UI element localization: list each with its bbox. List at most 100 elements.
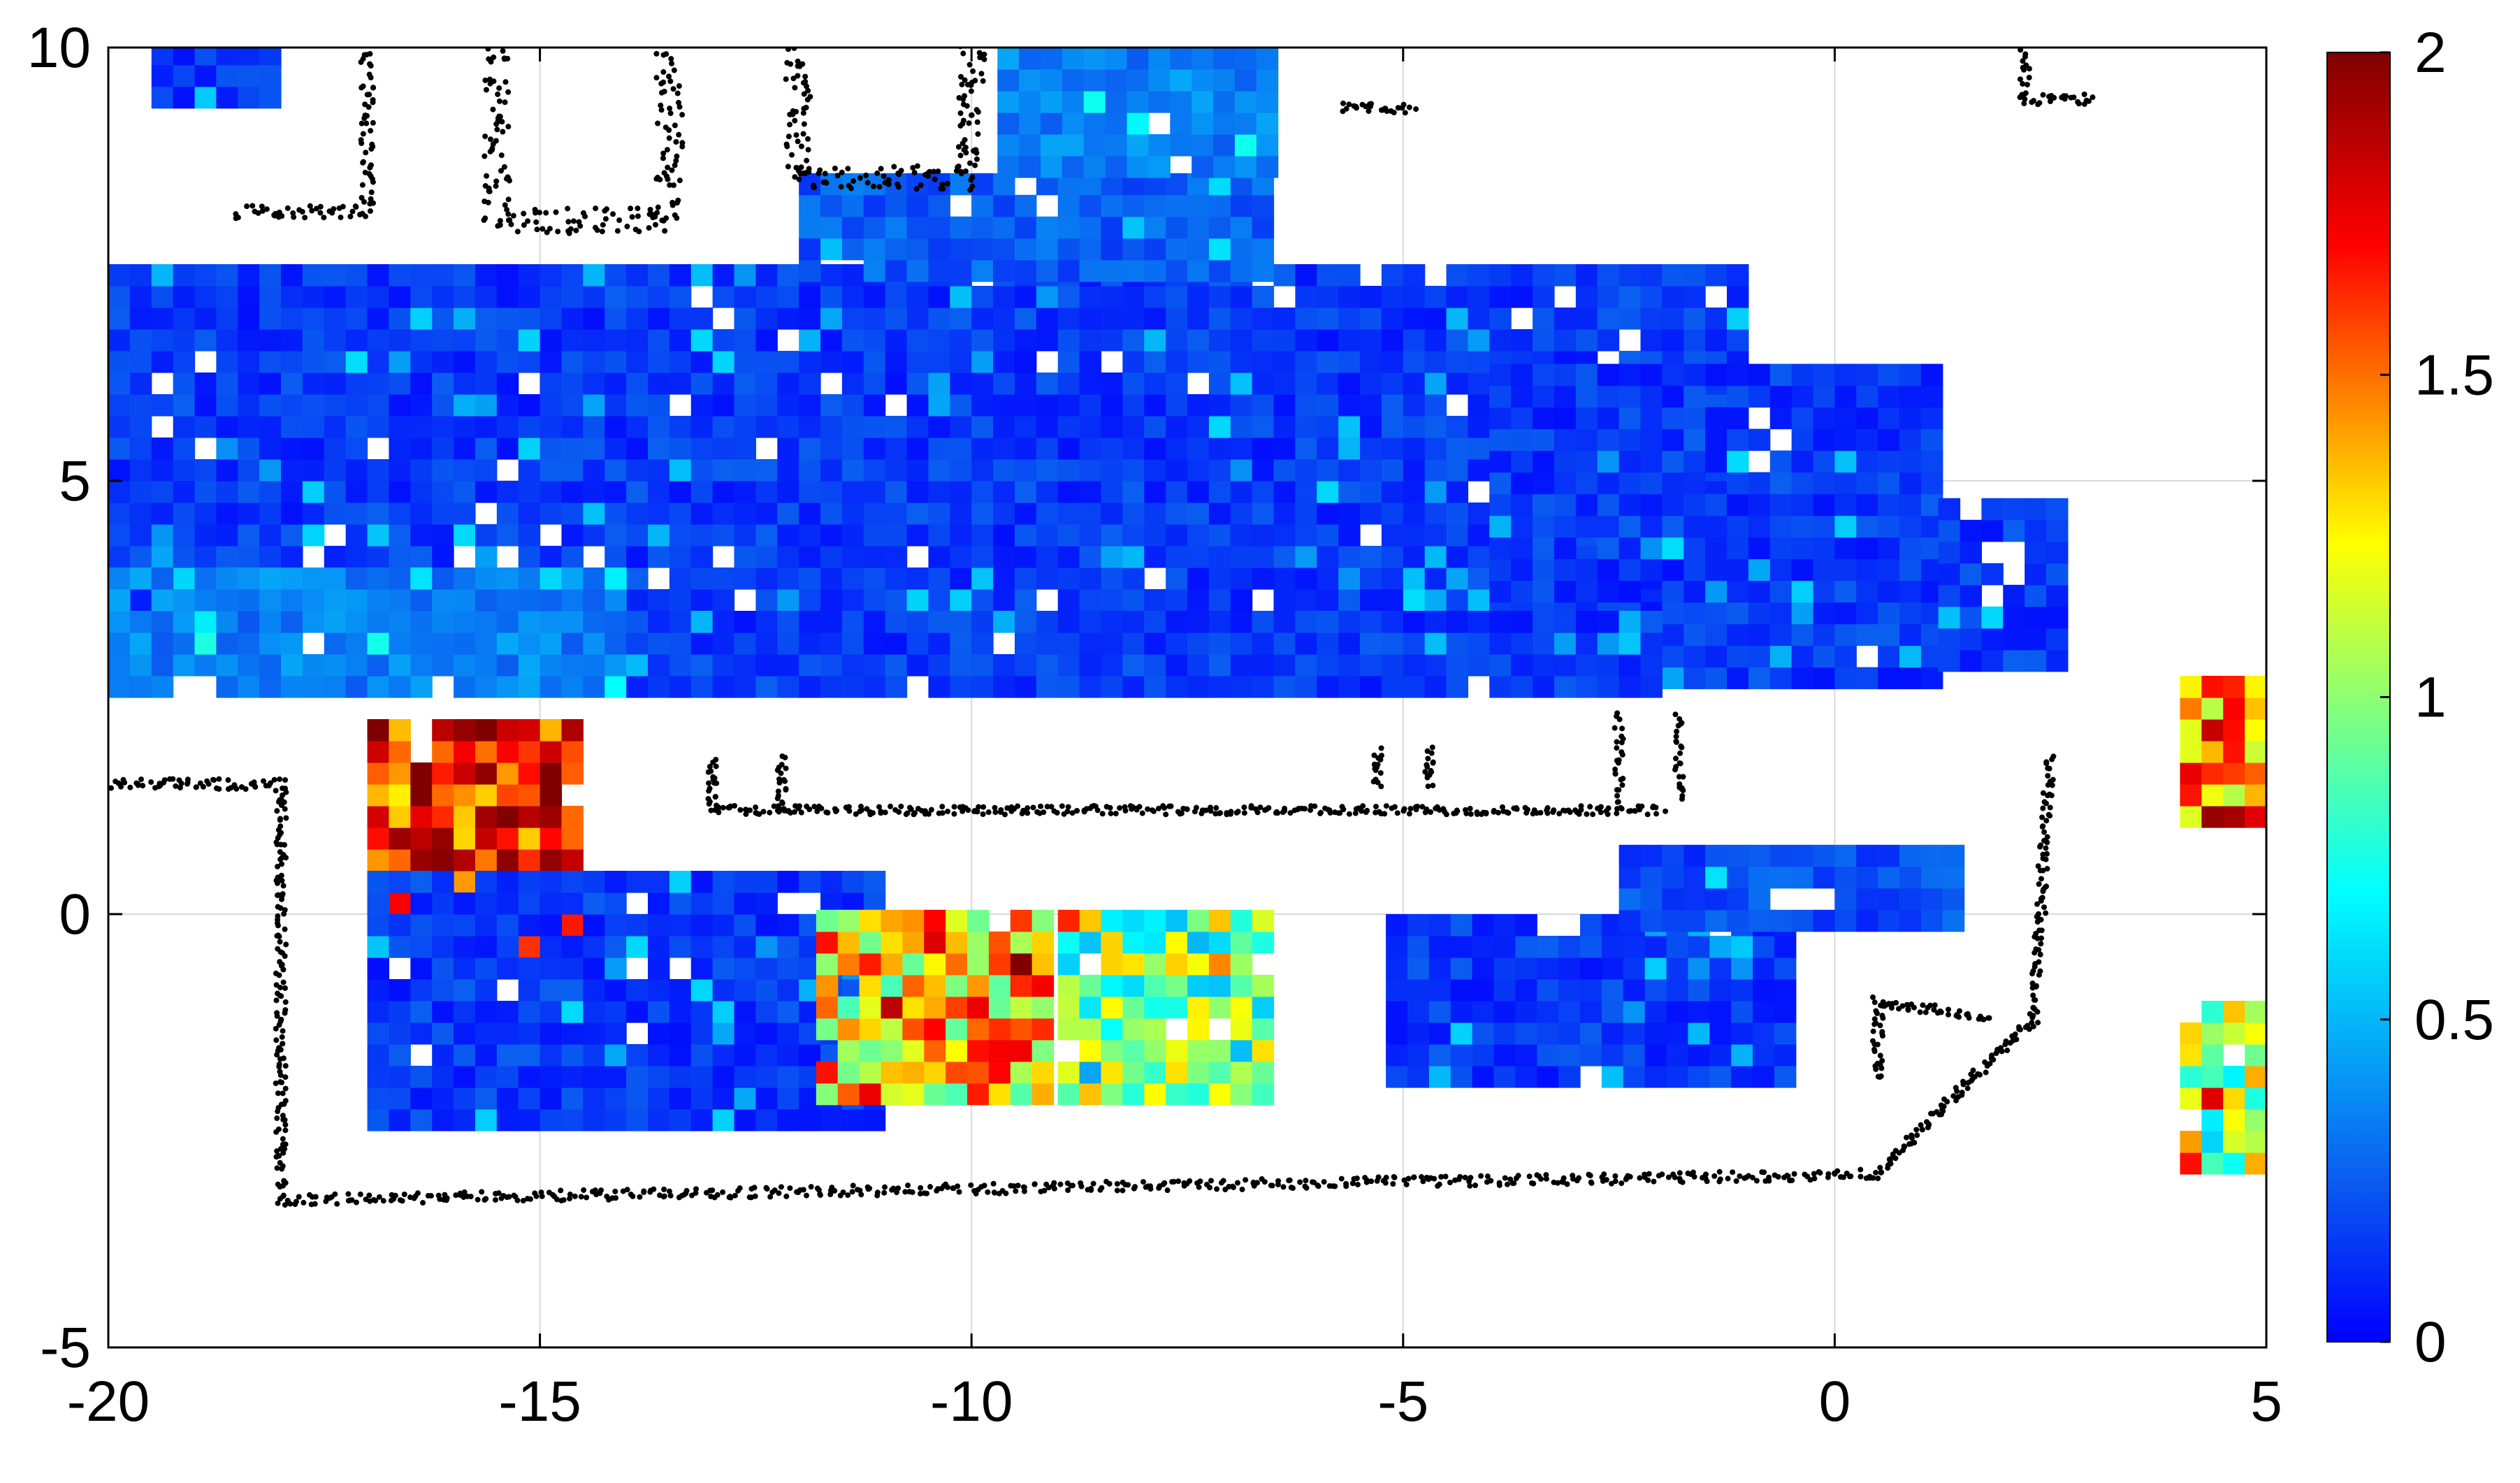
heatmap-cell [410, 416, 433, 438]
scan-point [1870, 1175, 1876, 1181]
scan-point [485, 199, 491, 205]
heatmap-cell [1748, 537, 1771, 560]
heatmap-cell [924, 1083, 946, 1106]
scan-point [510, 212, 516, 219]
heatmap-cell [367, 676, 390, 698]
heatmap-cell [777, 1087, 799, 1110]
scan-point [277, 949, 284, 955]
scan-point [2037, 968, 2043, 974]
heatmap-cell [993, 567, 1015, 590]
heatmap-cell [2201, 784, 2224, 806]
scan-point [660, 155, 666, 161]
scan-point [501, 55, 507, 62]
heatmap-cell [626, 914, 649, 936]
scan-point [972, 147, 978, 153]
heatmap-cell [1834, 623, 1857, 646]
scan-point [279, 896, 285, 902]
heatmap-cell [1166, 502, 1188, 525]
scan-point [904, 810, 911, 816]
heatmap-cell [1683, 558, 1706, 581]
scan-point [655, 120, 661, 126]
heatmap-cell [755, 394, 778, 417]
heatmap-cell [1230, 1018, 1253, 1041]
scan-point [1371, 752, 1377, 758]
heatmap-cell [777, 286, 799, 308]
heatmap-cell [1640, 676, 1663, 698]
heatmap-cell [734, 394, 756, 417]
heatmap-cell [1753, 1022, 1775, 1045]
heatmap-cell [389, 329, 411, 352]
heatmap-cell [971, 567, 994, 590]
heatmap-cell [1122, 996, 1145, 1019]
heatmap-cell [1446, 524, 1469, 547]
heatmap-cell [820, 481, 843, 503]
heatmap-cell [1230, 611, 1253, 633]
heatmap-cell [518, 459, 541, 482]
heatmap-cell [1662, 888, 1684, 911]
heatmap-cell [906, 286, 929, 308]
heatmap-cell [410, 329, 433, 352]
heatmap-cell [1338, 481, 1361, 503]
heatmap-cell [734, 979, 756, 1001]
heatmap-cell [993, 589, 1015, 612]
scan-point [790, 75, 797, 82]
heatmap-cell [950, 351, 972, 373]
heatmap-cell [902, 931, 925, 954]
scan-point [1888, 1161, 1894, 1167]
heatmap-cell [1558, 1001, 1581, 1023]
scan-point [910, 165, 916, 171]
heatmap-cell [238, 524, 260, 547]
scan-point [1069, 1182, 1076, 1189]
heatmap-cell [1662, 602, 1684, 625]
heatmap-cell [1981, 498, 2004, 521]
heatmap-cell [173, 264, 196, 287]
heatmap-cell [648, 459, 670, 482]
heatmap-cell [540, 286, 563, 308]
heatmap-cell [108, 308, 131, 330]
heatmap-cell [1511, 632, 1533, 655]
scan-point [502, 99, 508, 106]
heatmap-cell [777, 676, 799, 698]
heatmap-cell [173, 654, 196, 677]
scan-point [500, 129, 506, 135]
scan-point [1430, 760, 1436, 766]
heatmap-cell [583, 914, 605, 936]
scan-point [635, 205, 641, 212]
scan-point [1608, 1180, 1614, 1187]
heatmap-cell [1122, 351, 1145, 373]
scan-point [1784, 1173, 1790, 1179]
scan-point [2037, 844, 2043, 850]
heatmap-cell [859, 996, 882, 1019]
heatmap-cell [2003, 628, 2025, 651]
heatmap-cell [1057, 481, 1080, 503]
heatmap-cell [755, 351, 778, 373]
heatmap-cell [928, 372, 950, 395]
scan-point [660, 79, 667, 85]
heatmap-cell [281, 459, 303, 482]
heatmap-cell [1511, 407, 1533, 430]
scan-point [676, 83, 682, 89]
scan-point [763, 1185, 769, 1191]
heatmap-cell [755, 481, 778, 503]
heatmap-cell [1705, 363, 1728, 386]
heatmap-cell [2201, 719, 2224, 742]
heatmap-cell [1683, 667, 1706, 690]
scan-point [2032, 950, 2038, 956]
heatmap-cell [389, 264, 411, 287]
heatmap-cell [1554, 654, 1577, 677]
scan-point [1909, 1135, 1915, 1141]
heatmap-cell [1057, 1061, 1080, 1084]
heatmap-cell [1122, 194, 1145, 217]
heatmap-cell [1208, 394, 1231, 417]
scan-point [756, 811, 762, 817]
heatmap-cell [432, 481, 454, 503]
scan-point [1280, 1184, 1287, 1190]
heatmap-cell [1683, 329, 1706, 352]
heatmap-cell [389, 524, 411, 547]
scan-point [795, 58, 801, 64]
scan-point [482, 133, 488, 140]
heatmap-cell [561, 1022, 584, 1045]
heatmap-cell [1208, 611, 1231, 633]
heatmap-cell [734, 1022, 756, 1045]
scan-point [345, 1191, 352, 1197]
